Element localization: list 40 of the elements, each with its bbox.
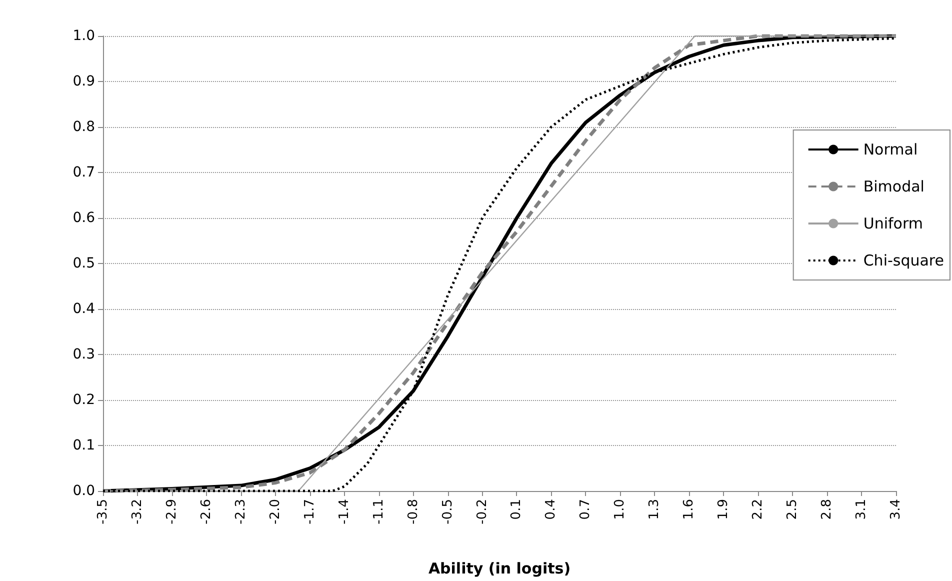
x-tick-label: 0.1 [509,499,524,520]
y-tick-label: 1.0 [72,28,95,44]
x-tick-label: 2.8 [820,499,835,520]
x-tick-label: 2.5 [785,499,800,520]
x-tick-label: -0.2 [474,499,490,524]
x-tick-label: 2.2 [750,499,766,520]
x-tick-label: -1.7 [302,499,318,524]
x-tick-label: -3.5 [96,499,110,524]
x-tick-label: 1.3 [647,499,662,520]
y-tick-label: 0.7 [72,164,95,180]
y-tick-label: 0.4 [72,301,96,317]
legend-label: Normal [863,140,918,158]
y-tick-label: 0.2 [72,392,95,408]
legend-label: Bimodal [863,178,924,196]
x-tick-label: -3.2 [130,499,145,524]
y-tick-label: 0.5 [72,256,95,272]
x-tick-label: 3.1 [854,499,870,520]
x-tick-label: -2.6 [198,499,214,524]
y-tick-label: 0.6 [72,210,96,226]
x-tick-label: 1.9 [716,499,732,520]
legend-label: Chi-square [863,252,944,270]
x-tick-label: 1.0 [612,499,628,520]
y-tick-label: 0.3 [72,346,95,362]
legend-label: Uniform [863,214,923,232]
y-tick-label: 0.8 [72,119,95,135]
y-tick-label: 0.0 [72,483,95,499]
x-tick-label: 0.4 [544,499,559,520]
x-axis-title: Ability (in logits) [428,560,571,578]
x-tick-label: 0.7 [578,499,594,520]
x-tick-label: -2.0 [268,499,283,524]
x-tick-label: -2.3 [233,499,248,524]
y-tick-label: 0.1 [72,438,95,454]
x-tick-label: -1.1 [371,499,386,524]
x-tick-label: -2.9 [164,499,180,524]
x-tick-label: -1.4 [336,499,352,524]
x-tick-label: 3.4 [888,499,904,520]
x-tick-label: -0.5 [440,499,456,524]
x-tick-label: -0.8 [406,499,421,524]
y-tick-label: 0.9 [72,74,95,90]
x-tick-label: 1.6 [682,499,697,520]
